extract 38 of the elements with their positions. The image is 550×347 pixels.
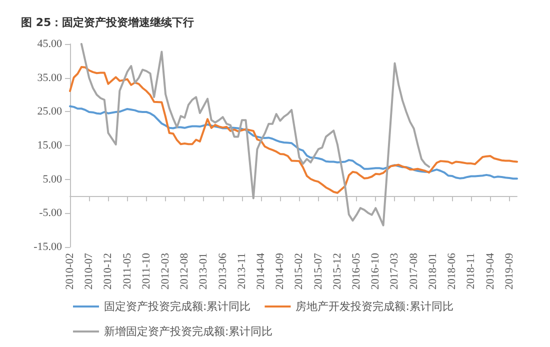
x-tick-label: 2010-12	[102, 253, 114, 290]
x-tick-label: 2018-01	[426, 253, 439, 290]
x-tick-label: 2015-02	[293, 253, 306, 290]
y-tick-label: 15.00	[37, 140, 62, 152]
y-tick-label: 35.00	[37, 72, 62, 84]
y-tick-label: -15.00	[34, 241, 62, 253]
x-tick-label: 2014-09	[274, 252, 286, 290]
chart-title: 图 25：固定资产投资增速继续下行	[21, 16, 194, 29]
legend-label: 固定资产投资完成额:累计同比	[104, 300, 251, 313]
x-tick-label: 2010-02	[64, 253, 76, 290]
x-tick-label: 2019-04	[484, 252, 496, 290]
x-tick-label: 2011-10	[140, 252, 152, 290]
y-tick-label: -5.00	[39, 207, 62, 220]
x-tick-label: 2015-12	[331, 253, 344, 290]
x-tick-label: 2013-11	[236, 253, 248, 290]
x-tick-label: 2017-03	[388, 252, 401, 290]
y-tick-label: 25.00	[37, 106, 62, 118]
line-series	[80, 43, 430, 226]
x-tick-label: 2011-05	[121, 252, 134, 290]
x-tick-label: 2013-01	[198, 253, 210, 290]
y-tick-label: 5.00	[42, 173, 62, 186]
x-tick-label: 2018-06	[446, 252, 458, 290]
x-tick-label: 2013-06	[216, 252, 229, 290]
line-series	[69, 105, 518, 180]
x-tick-label: 2016-05	[350, 252, 363, 290]
x-tick-label: 2019-09	[503, 252, 516, 290]
legend-label: 新增固定资产投资完成额:累计同比	[104, 325, 273, 338]
x-tick-label: 2017-08	[408, 252, 420, 290]
x-tick-label: 2018-11	[465, 253, 478, 290]
x-tick-label: 2015-07	[312, 252, 324, 290]
line-series	[69, 66, 518, 194]
x-tick-label: 2014-04	[255, 252, 268, 290]
legend-label: 房地产开发投资完成额:累计同比	[296, 300, 454, 313]
x-tick-label: 2012-03	[160, 252, 172, 290]
x-tick-label: 2012-08	[178, 252, 191, 290]
x-tick-label: 2016-10	[370, 252, 382, 290]
x-tick-label: 2010-07	[83, 252, 96, 290]
y-tick-label: 45.00	[37, 38, 62, 50]
